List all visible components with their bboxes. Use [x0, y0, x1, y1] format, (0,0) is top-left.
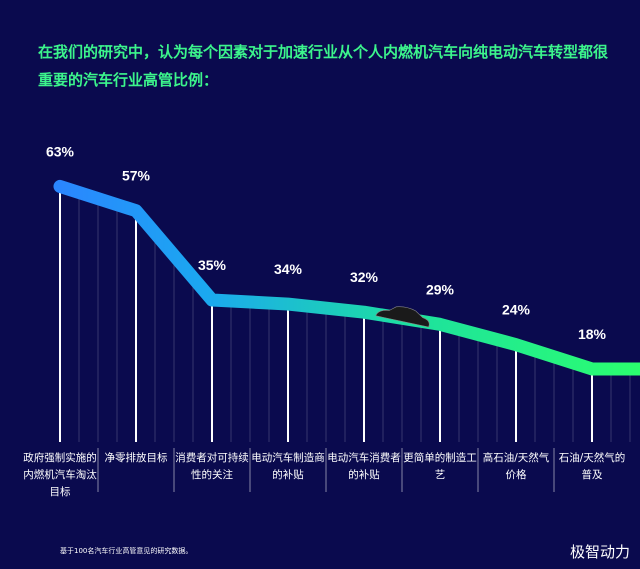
watermark: 极智动力 [569, 543, 630, 561]
trend-line [53, 179, 640, 376]
category-label: 石油/天然气的普及 [558, 452, 626, 481]
chart-title: 在我们的研究中，认为每个因素对于加速行业从个人内燃机汽车向纯电动汽车转型都很重要… [38, 43, 609, 89]
value-label: 63% [46, 143, 75, 159]
value-label: 29% [426, 281, 455, 297]
category-label: 高石油/天然气价格 [482, 452, 550, 481]
value-label: 18% [578, 326, 607, 342]
category-label: 电动汽车制造商的补贴 [251, 452, 325, 481]
category-label: 电动汽车消费者的补贴 [327, 452, 401, 481]
value-label: 57% [122, 168, 151, 184]
category-label: 政府强制实施的内燃机汽车淘汰目标 [23, 452, 97, 498]
value-label: 34% [274, 261, 303, 277]
value-label: 24% [502, 302, 531, 318]
footnote: 基于100名汽车行业高管意见的研究数据。 [60, 547, 193, 555]
category-label: 净零排放目标 [104, 452, 168, 464]
category-label: 消费者对可持续性的关注 [175, 452, 249, 481]
car-icon [375, 306, 430, 328]
category-label: 更简单的制造工艺 [403, 452, 477, 481]
value-label: 32% [350, 269, 379, 285]
value-label: 35% [198, 257, 227, 273]
